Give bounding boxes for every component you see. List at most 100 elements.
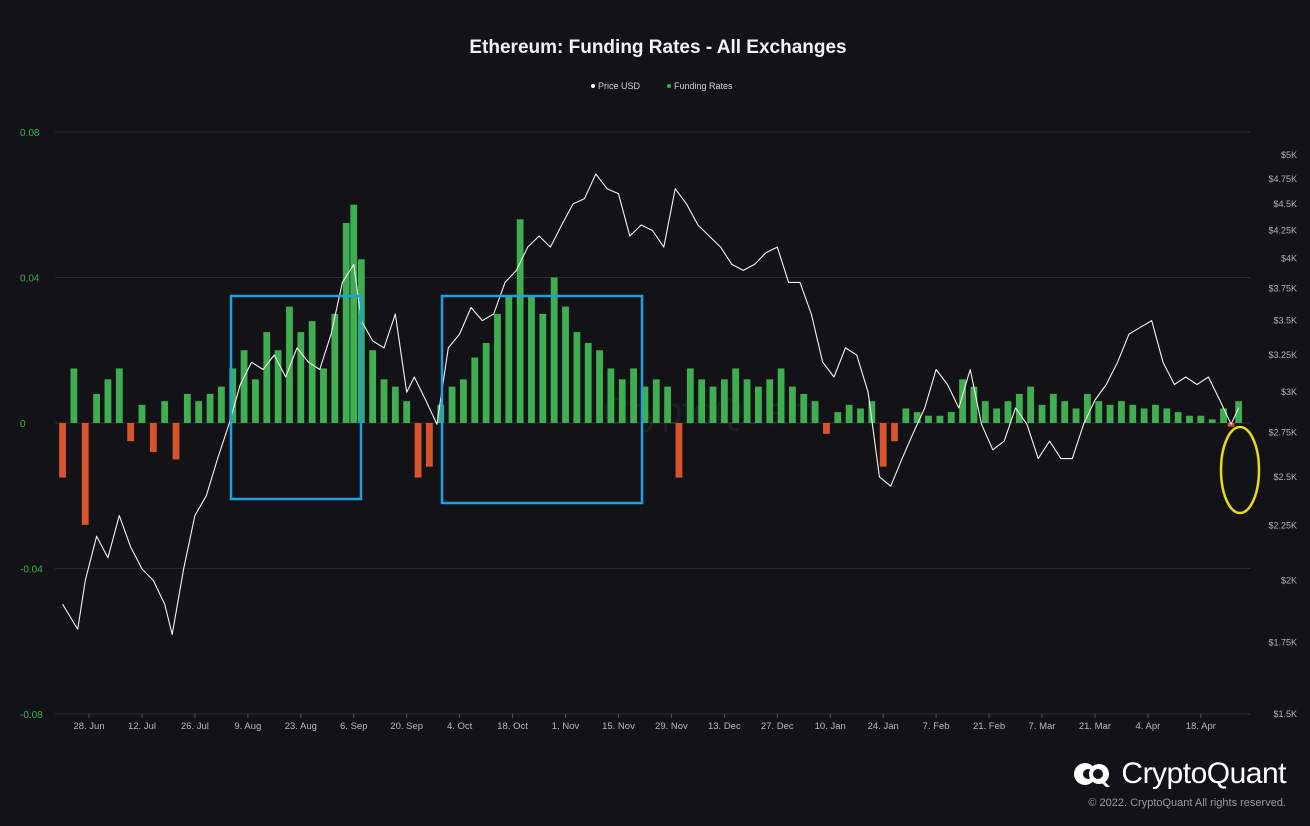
y-right-tick-label: $4K	[1281, 254, 1297, 264]
x-tick-label: 20. Sep	[390, 721, 423, 732]
funding-bar	[993, 408, 1001, 423]
price-series-line	[62, 173, 1240, 636]
y-left-tick-label: -0.04	[20, 565, 43, 576]
funding-bar	[172, 423, 180, 460]
funding-bar	[630, 368, 637, 423]
y-right-tick-label: $2K	[1281, 575, 1297, 585]
funding-bar	[516, 219, 524, 423]
legend-label-price: Price USD	[598, 81, 641, 91]
funding-bar	[539, 313, 547, 423]
funding-bar	[562, 306, 569, 423]
legend: Price USD Funding Rates	[591, 81, 733, 91]
funding-bar	[1208, 419, 1216, 423]
funding-bar	[414, 423, 422, 478]
funding-bar	[252, 379, 259, 423]
funding-bar	[981, 401, 989, 423]
y-right-tick-label: $3.75K	[1268, 284, 1297, 294]
x-tick-label: 28. Jun	[73, 721, 104, 732]
x-tick-label: 10. Jan	[815, 721, 846, 732]
x-tick-label: 9. Aug	[234, 721, 261, 732]
x-axis: 28. Jun 12. Jul 26. Jul 9. Aug 23. Aug 6. Sep…	[73, 714, 1216, 732]
funding-bar	[698, 379, 706, 423]
x-tick-label: 27. Dec	[761, 721, 794, 732]
funding-bar	[1235, 401, 1243, 423]
x-tick-label: 12. Jul	[128, 721, 156, 732]
funding-bar	[331, 313, 339, 423]
funding-bar	[913, 412, 921, 423]
funding-bar	[528, 295, 535, 423]
funding-bar	[217, 386, 225, 423]
x-tick-label: 18. Apr	[1186, 721, 1216, 732]
funding-bar	[380, 379, 388, 423]
funding-bar	[195, 401, 203, 423]
funding-bar	[350, 204, 358, 423]
funding-bar	[425, 423, 433, 467]
highlight-box-oct-nov	[440, 294, 644, 505]
y-right-tick-label: $2.25K	[1268, 521, 1297, 531]
funding-bar	[936, 415, 944, 423]
funding-bar	[1061, 401, 1069, 423]
y-right-tick-label: $3K	[1281, 387, 1297, 397]
funding-bar	[834, 412, 842, 423]
funding-bar	[286, 306, 293, 423]
highlight-box-aug-sep	[229, 294, 363, 501]
funding-bar	[240, 350, 248, 423]
funding-bar	[1027, 386, 1035, 423]
x-tick-label: 18. Oct	[497, 721, 528, 732]
x-tick-label: 13. Dec	[708, 721, 741, 732]
funding-bar	[308, 321, 316, 423]
funding-bar	[104, 379, 112, 423]
funding-bar	[754, 386, 762, 423]
y-right-tick-label: $1.75K	[1268, 637, 1297, 647]
funding-bar	[369, 350, 377, 423]
funding-bar	[709, 386, 717, 423]
funding-bar	[448, 386, 456, 423]
funding-bar	[789, 386, 796, 423]
y-right-tick-label: $3.5K	[1273, 316, 1297, 326]
funding-bar	[437, 404, 445, 423]
funding-bar	[777, 368, 785, 423]
funding-bar	[460, 379, 467, 423]
funding-bar	[573, 332, 581, 423]
x-tick-label: 23. Aug	[285, 721, 317, 732]
funding-bar	[550, 277, 558, 423]
highlight-circle-apr	[1219, 425, 1261, 515]
funding-bar	[297, 332, 305, 423]
funding-bars	[59, 204, 1243, 525]
funding-bar	[494, 313, 501, 423]
y-left-tick-label: 0.08	[20, 128, 40, 139]
x-tick-label: 24. Jan	[868, 721, 899, 732]
funding-bar	[1083, 393, 1091, 423]
funding-bar	[1129, 404, 1137, 423]
funding-bar	[800, 393, 808, 423]
funding-bar	[891, 423, 898, 442]
funding-bar	[823, 423, 830, 434]
funding-bar	[607, 368, 615, 423]
y-right-tick-label: $2.75K	[1268, 428, 1297, 438]
x-tick-label: 21. Mar	[1079, 721, 1111, 732]
funding-bar	[596, 350, 603, 423]
funding-bar	[618, 379, 626, 423]
funding-bar	[1140, 408, 1148, 423]
funding-bar	[263, 332, 271, 423]
y-right-tick-label: $4.25K	[1268, 225, 1297, 235]
funding-bar	[1118, 401, 1125, 423]
funding-bar	[1049, 393, 1057, 423]
funding-bar	[320, 368, 327, 423]
y-right-tick-label: $4.5K	[1273, 199, 1297, 209]
funding-bar	[274, 350, 282, 423]
right-y-axis: $5K $4.75K $4.5K $4.25K $4K $3.75K $3.5K $3.25K…	[1268, 150, 1297, 719]
x-tick-label: 1. Nov	[552, 721, 580, 732]
y-right-tick-label: $4.75K	[1268, 174, 1297, 184]
funding-bar	[845, 404, 853, 423]
funding-bar	[766, 379, 774, 423]
funding-bar	[138, 404, 146, 423]
funding-bar	[161, 401, 169, 423]
chart-title: Ethereum: Funding Rates - All Exchanges	[469, 37, 846, 58]
funding-bar	[641, 386, 649, 423]
funding-bar	[471, 357, 479, 423]
funding-bar	[1038, 404, 1046, 423]
funding-bar	[720, 379, 728, 423]
funding-bar	[81, 423, 89, 525]
